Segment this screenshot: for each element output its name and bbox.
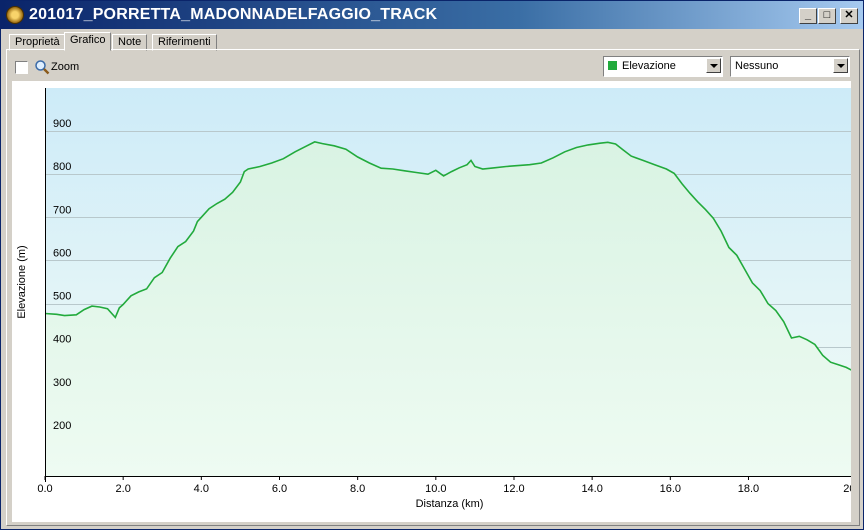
magnifier-icon [35,60,50,75]
x-tick-label: 10.0 [425,483,446,495]
globe-icon[interactable] [6,6,24,24]
x-axis-label: Distanza (km) [416,498,484,510]
maximize-button[interactable]: □ [818,8,836,24]
tab-riferimenti[interactable]: Riferimenti [152,34,217,51]
y-tick-label: 500 [53,291,71,303]
x-tick-label: 0.0 [37,483,52,495]
x-tick-label: 12.0 [503,483,524,495]
x-tick-label: 4.0 [194,483,209,495]
tab-grafico[interactable]: Grafico [64,32,112,51]
secondary-select-value: Nessuno [735,60,779,72]
y-axis-label: Elevazione (m) [16,245,28,318]
x-tick-label: 8.0 [350,483,365,495]
zoom-label: Zoom [51,61,80,73]
x-tick-label: 20.7 [843,483,851,495]
y-tick-label: 800 [53,161,71,173]
title-bar[interactable]: 201017_PORRETTA_MADONNADELFAGGIO_TRACK _… [1,1,863,29]
window-title: 201017_PORRETTA_MADONNADELFAGGIO_TRACK [29,6,438,23]
y-tick-label: 300 [53,377,71,389]
x-tick-label: 18.0 [738,483,759,495]
minimize-button[interactable]: _ [799,8,817,24]
x-tick-label: 14.0 [581,483,602,495]
series-select[interactable]: Elevazione [603,56,723,77]
x-tick-label: 2.0 [116,483,131,495]
chevron-down-icon[interactable] [833,58,848,73]
tab-note[interactable]: Note [112,34,148,51]
series-select-value: Elevazione [622,60,676,72]
y-tick-label: 700 [53,204,71,216]
elevation-line [44,141,851,371]
zoom-checkbox[interactable] [15,61,28,74]
axes [45,88,851,482]
secondary-series-select[interactable]: Nessuno [730,56,850,77]
chart-tab-panel: Zoom Elevazione Nessuno [6,49,860,526]
tab-proprieta[interactable]: Proprietà [9,34,66,51]
close-button[interactable]: ✕ [840,8,858,24]
chevron-down-icon[interactable] [706,58,721,73]
x-tick-labels: 0.0 2.0 4.0 6.0 8.0 10.0 12.0 14.0 16.0 18.0 20.7 [37,476,851,495]
x-tick-label: 6.0 [272,483,287,495]
elevation-area [45,141,851,476]
y-tick-label: 400 [53,334,71,346]
y-tick-label: 200 [53,420,71,432]
x-tick-label: 16.0 [660,483,681,495]
y-tick-labels: 900 800 700 600 500 400 300 200 [53,118,71,432]
series-color-swatch [608,61,617,70]
y-tick-label: 900 [53,118,71,130]
elevation-chart[interactable]: 900 800 700 600 500 400 300 200 0.0 2.0 4.0 6.0 8.0… [12,81,851,522]
y-tick-label: 600 [53,247,71,259]
